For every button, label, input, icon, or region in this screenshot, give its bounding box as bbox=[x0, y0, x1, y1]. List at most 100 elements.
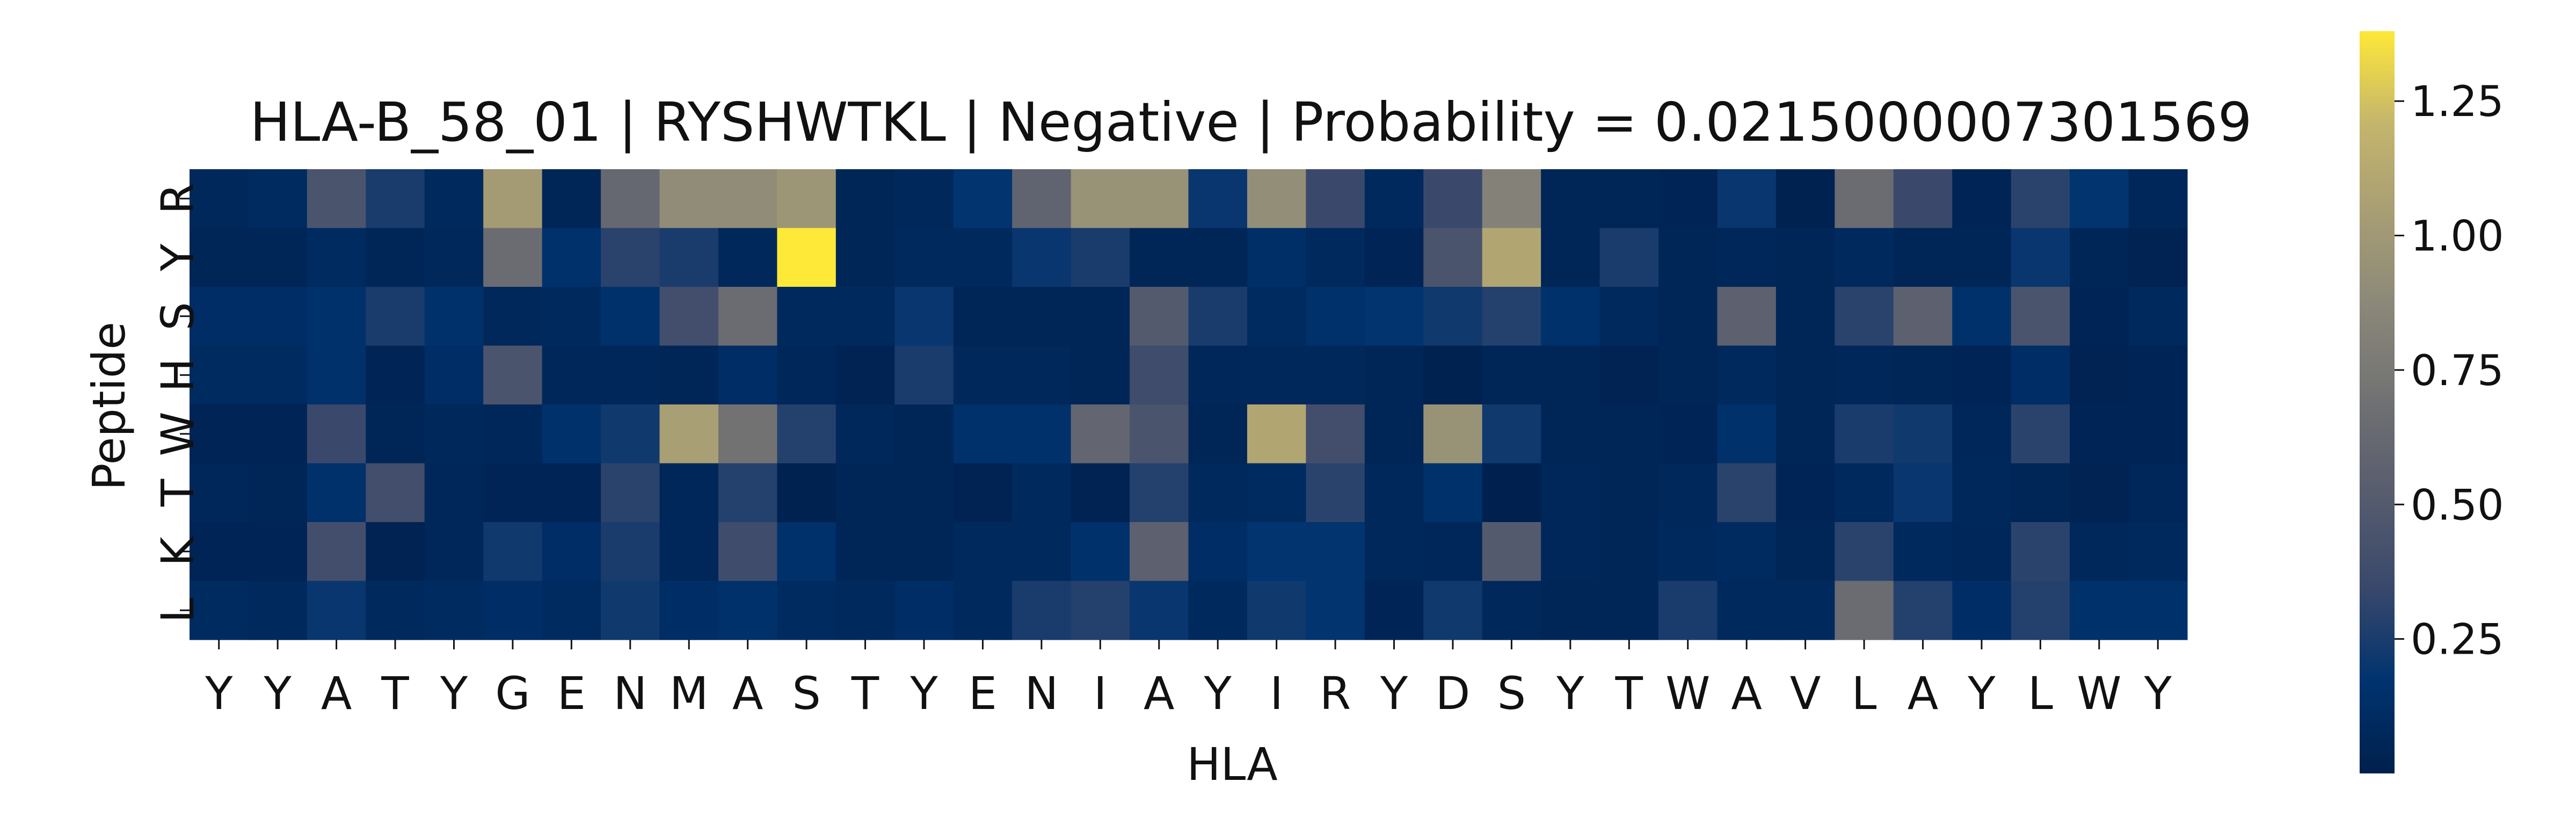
colorbar-tick-label: 1.25 bbox=[2411, 78, 2504, 126]
heatmap-cell bbox=[659, 169, 719, 229]
heatmap-cell bbox=[2070, 581, 2129, 640]
heatmap-cell bbox=[1364, 404, 1424, 464]
heatmap-cell bbox=[659, 404, 719, 464]
heatmap-cell bbox=[1893, 522, 1953, 582]
heatmap-cell bbox=[1306, 581, 1365, 640]
heatmap-cell bbox=[483, 287, 543, 346]
heatmap-cell bbox=[1952, 581, 2012, 640]
heatmap-cell bbox=[1306, 345, 1365, 405]
heatmap-cell bbox=[2070, 169, 2129, 229]
heatmap-cell bbox=[1364, 287, 1424, 346]
heatmap-cell bbox=[248, 228, 308, 287]
heatmap-cell bbox=[953, 404, 1013, 464]
heatmap-cell bbox=[2070, 287, 2129, 346]
heatmap-cell bbox=[2011, 404, 2070, 464]
heatmap-cell bbox=[424, 287, 484, 346]
heatmap-cell bbox=[1012, 287, 1072, 346]
heatmap-cell bbox=[366, 228, 425, 287]
heatmap-cell bbox=[483, 404, 543, 464]
heatmap-cell bbox=[1541, 228, 1600, 287]
heatmap-cell bbox=[483, 522, 543, 582]
heatmap-cell bbox=[777, 463, 836, 523]
colorbar-tick-label: 0.25 bbox=[2411, 616, 2504, 664]
y-tick-label: T bbox=[151, 479, 204, 507]
heatmap-cell bbox=[483, 345, 543, 405]
heatmap-cell bbox=[2128, 228, 2188, 287]
heatmap-cell bbox=[1364, 522, 1424, 582]
heatmap-cell bbox=[718, 228, 777, 287]
heatmap-cell bbox=[659, 287, 719, 346]
heatmap-cell bbox=[307, 345, 366, 405]
heatmap-cell bbox=[1130, 287, 1189, 346]
heatmap-cell bbox=[424, 169, 484, 229]
heatmap-cell bbox=[366, 522, 425, 582]
heatmap-cell bbox=[1071, 581, 1130, 640]
heatmap-cell bbox=[1835, 404, 1894, 464]
heatmap-cell bbox=[542, 522, 601, 582]
x-tick-label: Y bbox=[205, 667, 233, 720]
heatmap-cell bbox=[1188, 522, 1248, 582]
heatmap-cell bbox=[1482, 169, 1541, 229]
heatmap-cell bbox=[2011, 345, 2070, 405]
y-tick-label: K bbox=[151, 535, 204, 566]
heatmap-cell bbox=[1717, 228, 1777, 287]
heatmap-cell bbox=[2128, 169, 2188, 229]
heatmap-cell bbox=[248, 463, 308, 523]
heatmap-cell bbox=[1012, 522, 1072, 582]
heatmap-cell bbox=[953, 345, 1013, 405]
heatmap-cell bbox=[1247, 287, 1306, 346]
y-tick-labels: RY SHWTK L bbox=[151, 183, 204, 623]
heatmap-cell bbox=[1247, 345, 1306, 405]
heatmap-cell bbox=[1012, 228, 1072, 287]
heatmap-cell bbox=[601, 169, 660, 229]
heatmap-cell bbox=[1012, 169, 1072, 229]
heatmap-cell bbox=[894, 287, 954, 346]
heatmap-cell bbox=[2011, 169, 2070, 229]
x-tick-label: L bbox=[2028, 667, 2053, 720]
colorbar-tick-label: 0.75 bbox=[2411, 347, 2504, 395]
heatmap-cell bbox=[1775, 404, 1835, 464]
heatmap-cell bbox=[1835, 463, 1894, 523]
heatmap-cell bbox=[1247, 228, 1306, 287]
heatmap-cell bbox=[307, 522, 366, 582]
heatmap-cell bbox=[1247, 581, 1306, 640]
heatmap-cell bbox=[1893, 404, 1953, 464]
heatmap-cell bbox=[366, 581, 425, 640]
heatmap-cell bbox=[1423, 581, 1483, 640]
x-axis-label: HLA bbox=[1187, 738, 1277, 791]
heatmap-cell bbox=[718, 404, 777, 464]
heatmap-cell bbox=[1071, 522, 1130, 582]
heatmap-cell bbox=[1717, 581, 1777, 640]
heatmap-cell bbox=[424, 345, 484, 405]
x-tick-label: Y bbox=[909, 667, 938, 720]
heatmap-cell bbox=[2011, 463, 2070, 523]
heatmap-cell bbox=[1071, 287, 1130, 346]
x-tick-label: S bbox=[1497, 667, 1526, 720]
heatmap-cells bbox=[190, 169, 2188, 640]
x-tick-label: Y bbox=[1556, 667, 1584, 720]
heatmap-cell bbox=[307, 463, 366, 523]
heatmap-cell bbox=[1130, 581, 1189, 640]
heatmap-cell bbox=[424, 228, 484, 287]
heatmap-cell bbox=[1541, 287, 1600, 346]
heatmap-cell bbox=[542, 345, 601, 405]
heatmap-cell bbox=[1130, 404, 1189, 464]
x-tick-label: V bbox=[1790, 667, 1821, 720]
x-tick-label: D bbox=[1436, 667, 1471, 720]
heatmap-cell bbox=[601, 228, 660, 287]
heatmap-cell bbox=[1188, 581, 1248, 640]
heatmap-cell bbox=[424, 404, 484, 464]
heatmap-cell bbox=[1482, 404, 1541, 464]
heatmap-cell bbox=[894, 581, 954, 640]
x-tick-label: A bbox=[321, 667, 352, 720]
heatmap-cell bbox=[1541, 581, 1600, 640]
heatmap-cell bbox=[659, 463, 719, 523]
x-tick-label: I bbox=[1270, 667, 1283, 720]
heatmap-cell bbox=[659, 228, 719, 287]
heatmap-cell bbox=[542, 169, 601, 229]
heatmap-cell bbox=[659, 345, 719, 405]
x-tick-label: Y bbox=[1204, 667, 1232, 720]
heatmap-cell bbox=[366, 463, 425, 523]
y-tick-label: H bbox=[151, 358, 204, 392]
x-tick-label: Y bbox=[1967, 667, 1996, 720]
